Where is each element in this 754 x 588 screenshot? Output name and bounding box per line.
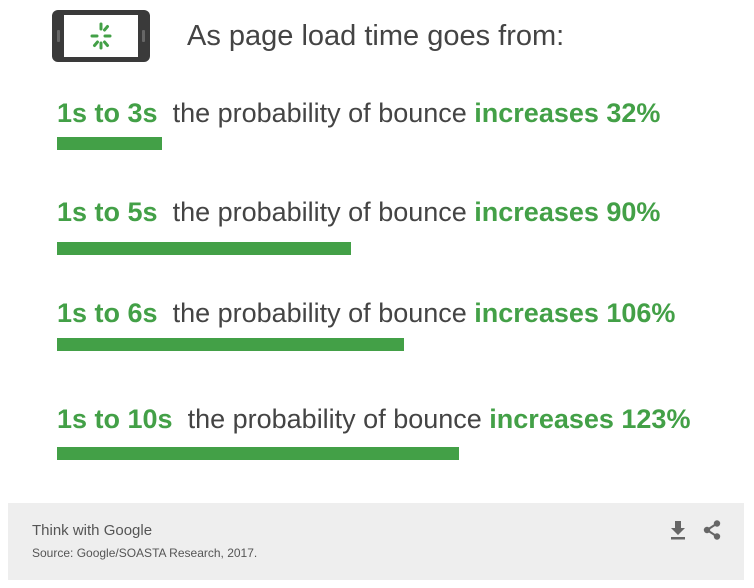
- bounce-phrase: the probability of bounce: [157, 98, 475, 128]
- range-label: 1s to 3s: [57, 98, 158, 128]
- download-icon[interactable]: [668, 519, 688, 541]
- bar: [57, 137, 162, 150]
- footer: Think with Google Source: Google/SOASTA …: [8, 503, 744, 580]
- phone-loading-icon: [52, 10, 150, 62]
- footer-brand: Think with Google: [32, 522, 153, 539]
- chart-row-label: 1s to 10s the probability of bounce incr…: [57, 404, 690, 435]
- bar: [57, 338, 404, 351]
- increase-value: increases 90%: [474, 197, 661, 227]
- bar: [57, 242, 351, 255]
- increase-value: increases 123%: [489, 404, 691, 434]
- range-label: 1s to 10s: [57, 404, 173, 434]
- bar: [57, 447, 459, 460]
- chart-row-label: 1s to 6s the probability of bounce incre…: [57, 298, 675, 329]
- increase-value: increases 106%: [474, 298, 676, 328]
- bounce-phrase: the probability of bounce: [157, 298, 475, 328]
- chart-row-label: 1s to 3s the probability of bounce incre…: [57, 98, 660, 129]
- footer-source: Source: Google/SOASTA Research, 2017.: [32, 546, 258, 560]
- bounce-phrase: the probability of bounce: [172, 404, 490, 434]
- range-label: 1s to 6s: [57, 298, 158, 328]
- bounce-phrase: the probability of bounce: [157, 197, 475, 227]
- increase-value: increases 32%: [474, 98, 661, 128]
- chart-row-label: 1s to 5s the probability of bounce incre…: [57, 197, 660, 228]
- share-icon[interactable]: [702, 519, 722, 541]
- range-label: 1s to 5s: [57, 197, 158, 227]
- page-title: As page load time goes from:: [187, 20, 565, 52]
